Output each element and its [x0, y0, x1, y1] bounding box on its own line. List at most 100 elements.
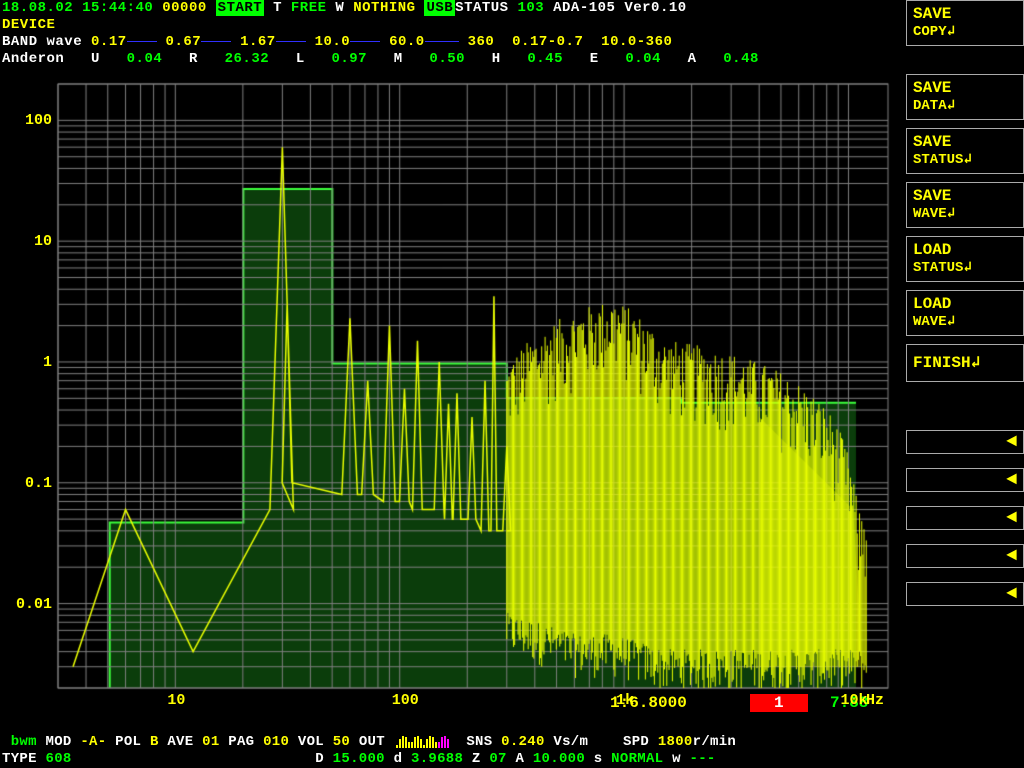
x-tick-label: 100 [392, 692, 419, 709]
anderon-val: 26.32 [225, 51, 270, 67]
time: 15:44:40 [82, 0, 153, 16]
anderon-val: 0.50 [429, 51, 465, 67]
D-value: 15.000 [333, 751, 385, 767]
menu-button-5[interactable]: LOADWAVE↲ [906, 290, 1024, 336]
y-tick-label: 0.1 [0, 475, 52, 492]
arrow-button-1[interactable]: ◄ [906, 468, 1024, 492]
type-label: TYPE [2, 751, 37, 767]
anderon-val: 0.45 [527, 51, 563, 67]
x-unit-label: Hz [866, 692, 884, 709]
footer-line-2: TYPE 608 D 15.000 d 3.9688 Z 07 A 10.000… [2, 751, 904, 768]
A-value: 10.000 [533, 751, 585, 767]
band-tick: 1.67 [240, 34, 276, 50]
pag-value: 010 [263, 734, 289, 750]
ave-label: AVE [167, 734, 193, 750]
band-tick: 10.0-360 [601, 34, 672, 50]
anderon-letter: M [394, 51, 403, 67]
pol-label: POL [115, 734, 141, 750]
anderon-letter: L [296, 51, 305, 67]
menu-button-4[interactable]: LOADSTATUS↲ [906, 236, 1024, 282]
anderon-val: 0.97 [331, 51, 367, 67]
anderon-label: Anderon [2, 51, 64, 67]
spd-label: SPD [623, 734, 649, 750]
band-tick: 0.67 [166, 34, 202, 50]
version: Ver0.10 [624, 0, 686, 16]
sns-value: 0.240 [501, 734, 545, 750]
anderon-letter: R [189, 51, 198, 67]
x-tick-label: 10 [167, 692, 185, 709]
menu-button-3[interactable]: SAVEWAVE↲ [906, 182, 1024, 228]
Z-label: Z [472, 751, 481, 767]
w-label: W [335, 0, 344, 16]
menu-button-0[interactable]: SAVECOPY↲ [906, 0, 1024, 46]
footer-line-1: bwm MOD -A- POL B AVE 01 PAG 010 VOL 50 … [2, 734, 904, 751]
w-label: w [672, 751, 681, 767]
band-tick: 60.0 [389, 34, 425, 50]
pol-value: B [150, 734, 159, 750]
status-label: STATUS [455, 0, 508, 16]
band-tick: 0.17 [91, 34, 127, 50]
marker-red: 1 [750, 694, 808, 712]
button-panel: SAVECOPY↲ SAVEDATA↲ SAVESTATUS↲ SAVEWAVE↲ LO… [906, 0, 1024, 620]
band-tick: 10.0 [315, 34, 351, 50]
bwm: bwm [11, 734, 37, 750]
d-value: 3.9688 [411, 751, 463, 767]
anderon-row: Anderon U 0.04 R 26.32 L 0.97 M 0.50 H 0… [2, 51, 904, 68]
y-tick-label: 100 [0, 112, 52, 129]
status-code: 103 [518, 0, 545, 16]
header-line-1: 18.08.02 15:44:40 00000 START T FREE W N… [2, 0, 904, 17]
band-tick: 0.17-0.7 [512, 34, 583, 50]
pag-label: PAG [228, 734, 254, 750]
band-wave-row: BAND wave 0.17 0.67 1.67 10.0 60.0 360 0… [2, 34, 904, 51]
anderon-val: 0.04 [127, 51, 163, 67]
anderon-letter: A [688, 51, 697, 67]
mod-label: MOD [46, 734, 72, 750]
usb-badge: USB [424, 0, 455, 16]
device-name: ADA-105 [553, 0, 615, 16]
arrow-button-2[interactable]: ◄ [906, 506, 1024, 530]
s-value: NORMAL [611, 751, 663, 767]
s-label: s [594, 751, 603, 767]
vol-value: 50 [333, 734, 350, 750]
y-tick-label: 0.01 [0, 596, 52, 613]
band-wave-label: BAND wave [2, 34, 82, 50]
vol-label: VOL [298, 734, 324, 750]
counter: 00000 [162, 0, 207, 16]
anderon-val: 0.48 [723, 51, 759, 67]
mod-value: -A- [80, 734, 106, 750]
w-value: NOTHING [353, 0, 415, 16]
device-label: DEVICE [2, 17, 55, 33]
D-label: D [315, 751, 324, 767]
start-badge: START [216, 0, 265, 16]
anderon-letter: H [492, 51, 501, 67]
arrow-button-0[interactable]: ◄ [906, 430, 1024, 454]
x-tick-label: 1k [616, 692, 634, 709]
w-value: --- [690, 751, 716, 767]
menu-button-2[interactable]: SAVESTATUS↲ [906, 128, 1024, 174]
d-label: d [394, 751, 403, 767]
out-label: OUT [359, 734, 385, 750]
arrow-button-4[interactable]: ◄ [906, 582, 1024, 606]
sns-unit: Vs/m [553, 734, 588, 750]
anderon-val: 0.04 [625, 51, 661, 67]
menu-button-6[interactable]: FINISH↲ [906, 344, 1024, 382]
spd-value: 1800 [658, 734, 693, 750]
ave-value: 01 [202, 734, 219, 750]
date: 18.08.02 [2, 0, 73, 16]
Z-value: 07 [489, 751, 506, 767]
header-line-2: DEVICE [2, 17, 904, 34]
t-value: FREE [291, 0, 327, 16]
arrow-button-3[interactable]: ◄ [906, 544, 1024, 568]
vu-meter-icon [396, 734, 456, 748]
x-tick-label: 10k [840, 692, 867, 709]
spd-unit: r/min [693, 734, 737, 750]
anderon-letter: E [590, 51, 599, 67]
type-value: 608 [46, 751, 72, 767]
y-tick-label: 1 [0, 354, 52, 371]
t-label: T [273, 0, 282, 16]
sns-label: SNS [466, 734, 492, 750]
menu-button-1[interactable]: SAVEDATA↲ [906, 74, 1024, 120]
y-tick-label: 10 [0, 233, 52, 250]
A-label: A [515, 751, 524, 767]
band-tick: 360 [468, 34, 495, 50]
